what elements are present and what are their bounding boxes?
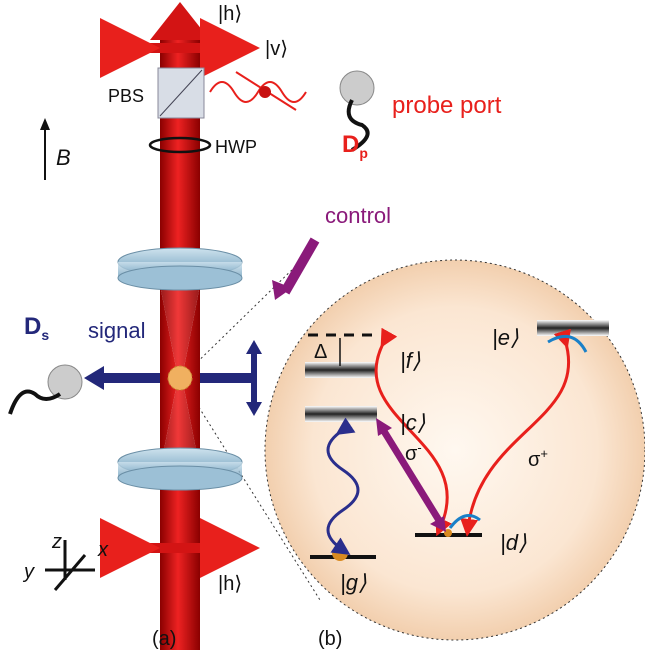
sigma-minus-main: σ xyxy=(405,443,418,465)
ket-v: |v⟩ xyxy=(265,38,288,60)
axis-z: z xyxy=(51,531,62,553)
sigma-plus: σ+ xyxy=(528,446,548,471)
delta-label: Δ xyxy=(314,341,327,363)
control-label: control xyxy=(325,203,391,228)
ket-h-top: |h⟩ xyxy=(218,3,242,25)
sigma-plus-sup: + xyxy=(540,446,548,461)
hwp-label: HWP xyxy=(215,137,257,157)
dp-sub: p xyxy=(359,145,368,161)
axis-x: x xyxy=(97,539,109,561)
sigma-minus: σ- xyxy=(405,440,422,465)
probe-port-label: probe port xyxy=(392,92,502,119)
pbs-label: PBS xyxy=(108,86,144,106)
levels xyxy=(305,320,609,561)
zoom-circle xyxy=(264,259,645,641)
hwp xyxy=(148,136,212,154)
ket-h-bottom: |h⟩ xyxy=(218,573,242,595)
ket-c: |c⟩ xyxy=(400,410,426,435)
ket-e: |e⟩ xyxy=(492,325,519,350)
sigma-minus-sup: - xyxy=(417,440,421,455)
axis-y: y xyxy=(22,561,35,583)
panel-b: (b) xyxy=(318,628,342,650)
ds-sub: s xyxy=(41,327,49,343)
ket-g: |g⟩ xyxy=(340,570,367,595)
ds-main: D xyxy=(24,313,41,340)
ket-f: |f⟩ xyxy=(400,348,421,373)
b-field-label: B xyxy=(56,145,71,170)
panel-a: (a) xyxy=(152,628,176,650)
ds-label: Ds xyxy=(24,313,49,343)
sigma-plus-main: σ xyxy=(528,449,541,471)
ket-d: |d⟩ xyxy=(500,530,527,555)
dp-label: Dp xyxy=(342,131,368,161)
signal-label: signal xyxy=(88,318,145,343)
dp-main: D xyxy=(342,131,359,158)
